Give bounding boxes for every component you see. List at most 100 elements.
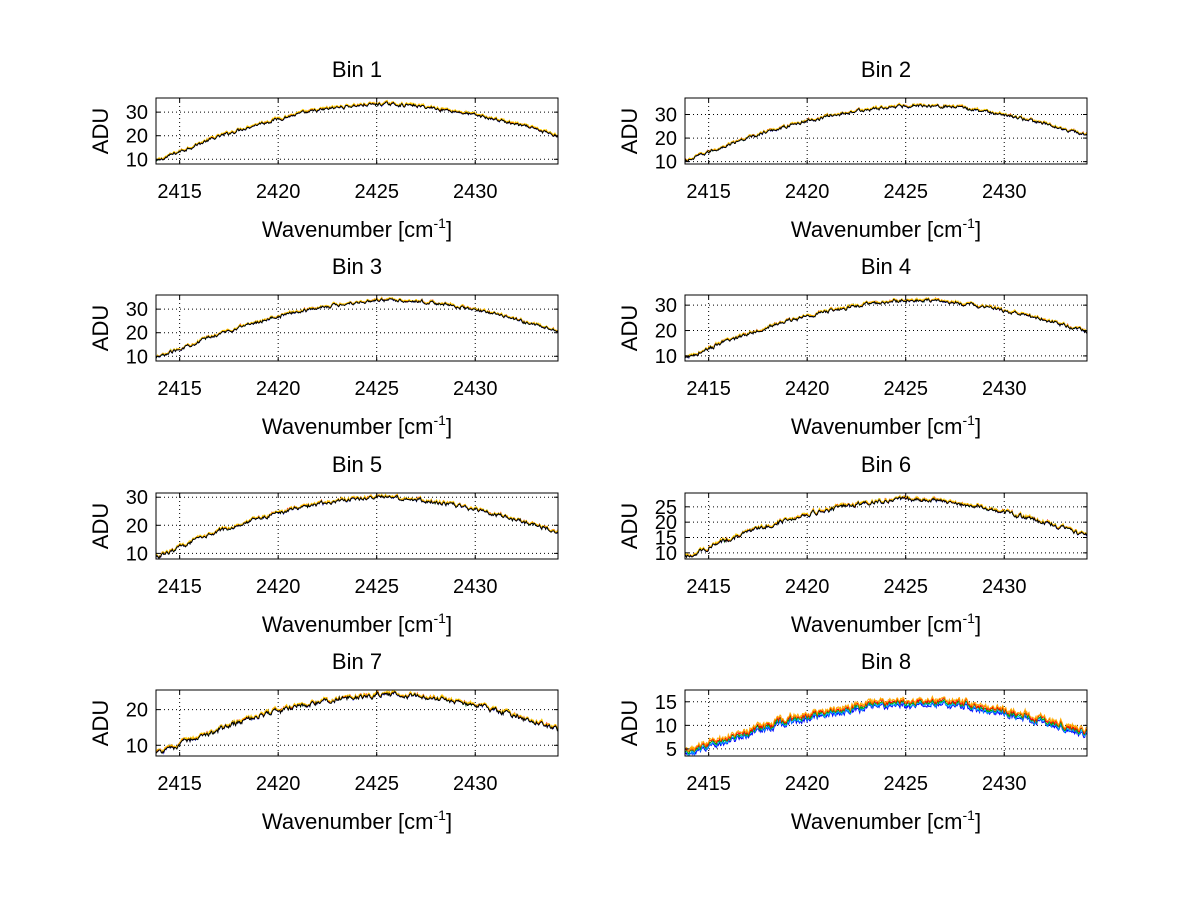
x-tick-label: 2430 xyxy=(982,576,1027,598)
x-axis-label-end: ] xyxy=(446,612,452,637)
x-axis-label-main: Wavenumber [cm xyxy=(262,809,434,834)
y-tick-label: 30 xyxy=(126,299,148,321)
x-tick-label: 2420 xyxy=(785,773,830,795)
axes-box xyxy=(684,294,1088,362)
y-tick-label: 10 xyxy=(126,346,148,368)
series-line-series-2 xyxy=(684,699,1088,757)
x-tick-label: 2425 xyxy=(354,773,399,795)
y-tick-label: 10 xyxy=(126,543,148,565)
series-line-series-1 xyxy=(684,297,1088,360)
x-tick-label: 2420 xyxy=(256,378,301,400)
axes-box xyxy=(155,294,559,362)
subplot-bin-4: Bin 4 2415 2420 2425 2430 10 20 30 Wavenumber [c… xyxy=(617,254,1088,439)
x-tick-label: 2420 xyxy=(256,773,301,795)
series-line-series-4 xyxy=(684,102,1088,162)
series-line-series-3 xyxy=(684,296,1088,359)
x-tick-label: 2425 xyxy=(354,378,399,400)
y-tick-label: 30 xyxy=(126,487,148,509)
series-line-series-2 xyxy=(684,495,1088,558)
x-tick-label: 2430 xyxy=(453,181,498,203)
x-tick-label: 2430 xyxy=(453,576,498,598)
x-axis-label-exponent: -1 xyxy=(434,807,447,823)
y-tick-label: 20 xyxy=(126,126,148,148)
series-line-series-4 xyxy=(684,297,1088,359)
y-axis-label: ADU xyxy=(88,503,113,549)
y-tick-label: 25 xyxy=(655,497,677,519)
y-tick-label: 10 xyxy=(126,149,148,171)
series-line-series-5 xyxy=(155,297,559,359)
x-tick-label: 2415 xyxy=(686,576,731,598)
series-line-series-3 xyxy=(684,102,1088,162)
x-axis-label-end: ] xyxy=(446,809,452,834)
x-axis-label: Wavenumber [cm-1] xyxy=(262,215,452,242)
x-tick-label: 2430 xyxy=(982,773,1027,795)
y-tick-label: 20 xyxy=(655,128,677,150)
series-line-series-1 xyxy=(684,700,1088,757)
series-line-series-2 xyxy=(155,297,559,359)
y-tick-label: 20 xyxy=(655,321,677,343)
y-tick-label: 15 xyxy=(655,528,677,550)
subplot-title: Bin 5 xyxy=(332,452,382,477)
axes-box xyxy=(155,689,559,757)
subplot-bin-7: Bin 7 2415 2420 2425 2430 10 20 Wavenumber [cm-… xyxy=(88,649,559,834)
y-tick-label: 30 xyxy=(655,105,677,127)
x-tick-label: 2415 xyxy=(157,181,202,203)
x-axis-label-exponent: -1 xyxy=(434,610,447,626)
x-axis-label-exponent: -1 xyxy=(963,610,976,626)
x-axis-label-main: Wavenumber [cm xyxy=(262,217,434,242)
series-line-series-5 xyxy=(155,691,559,755)
y-axis-label: ADU xyxy=(617,305,642,351)
x-tick-label: 2425 xyxy=(883,773,928,795)
x-tick-label: 2425 xyxy=(883,181,928,203)
series-line-series-1 xyxy=(155,494,559,559)
y-tick-label: 20 xyxy=(126,323,148,345)
series-line-series-5 xyxy=(684,298,1088,359)
subplot-title: Bin 8 xyxy=(861,649,911,674)
x-axis-label-end: ] xyxy=(975,612,981,637)
x-tick-label: 2430 xyxy=(982,181,1027,203)
y-tick-label: 10 xyxy=(655,543,677,565)
x-tick-label: 2415 xyxy=(686,378,731,400)
series-line-series-3 xyxy=(155,100,559,162)
x-axis-label-main: Wavenumber [cm xyxy=(791,612,963,637)
series-line-series-2 xyxy=(155,690,559,754)
x-axis-label: Wavenumber [cm-1] xyxy=(791,610,981,637)
y-axis-label: ADU xyxy=(617,700,642,746)
axes-box xyxy=(684,97,1088,165)
series-line-series-2 xyxy=(684,297,1088,359)
x-axis-label: Wavenumber [cm-1] xyxy=(262,807,452,834)
series-line-series-1 xyxy=(684,495,1088,558)
series-line-series-1 xyxy=(155,690,559,755)
x-axis-label-main: Wavenumber [cm xyxy=(791,809,963,834)
x-tick-label: 2430 xyxy=(453,773,498,795)
x-axis-label-end: ] xyxy=(975,414,981,439)
x-tick-label: 2420 xyxy=(785,181,830,203)
x-axis-label: Wavenumber [cm-1] xyxy=(791,412,981,439)
x-axis-label-end: ] xyxy=(446,217,452,242)
x-axis-label-end: ] xyxy=(975,217,981,242)
subplot-title: Bin 2 xyxy=(861,57,911,82)
y-tick-label: 10 xyxy=(126,735,148,757)
series-line-series-1 xyxy=(155,297,559,359)
series-line-series-5 xyxy=(155,101,559,162)
y-tick-label: 15 xyxy=(655,692,677,714)
x-tick-label: 2415 xyxy=(157,378,202,400)
x-axis-label-exponent: -1 xyxy=(434,215,447,231)
x-axis-label-exponent: -1 xyxy=(963,807,976,823)
x-axis-label-main: Wavenumber [cm xyxy=(262,414,434,439)
subplot-bin-5: Bin 5 2415 2420 2425 2430 10 20 30 Wavenumber [c… xyxy=(88,452,559,637)
x-tick-label: 2420 xyxy=(785,378,830,400)
x-axis-label: Wavenumber [cm-1] xyxy=(262,610,452,637)
x-axis-label-main: Wavenumber [cm xyxy=(791,414,963,439)
y-tick-label: 20 xyxy=(126,700,148,722)
x-tick-label: 2420 xyxy=(256,181,301,203)
y-tick-label: 10 xyxy=(655,152,677,174)
y-tick-label: 20 xyxy=(126,515,148,537)
series-line-series-4 xyxy=(684,494,1088,557)
series-line-series-3 xyxy=(155,296,559,359)
